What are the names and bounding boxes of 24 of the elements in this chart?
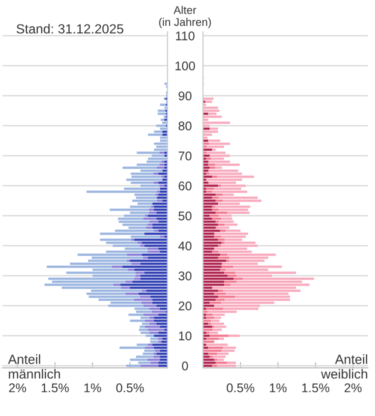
- x-tick-label: 1%: [270, 383, 287, 392]
- y-tick-label: 20: [178, 302, 192, 310]
- y-tick-label: 10: [179, 332, 192, 340]
- chart-title: Stand: 31.12.2025: [16, 24, 124, 34]
- y-axis-title: Alter (in Jahren): [159, 6, 211, 28]
- y-tick-label: 30: [178, 272, 192, 280]
- x-tick-label: 1%: [84, 383, 102, 392]
- y-tick-label: 90: [178, 92, 192, 100]
- y-tick-label: 60: [178, 182, 192, 190]
- y-tick-label: 80: [178, 122, 192, 130]
- x-axis-title: Anteil weiblich: [321, 354, 368, 379]
- y-tick-label: 50: [178, 212, 192, 220]
- x-tick-label: 1.5%: [302, 383, 330, 392]
- y-tick-label: 0: [182, 362, 188, 370]
- y-tick-label: 70: [178, 152, 192, 160]
- x-tick-label: 0.5%: [226, 383, 254, 392]
- x-tick-label: 2%: [9, 383, 26, 392]
- x-axis-title: Anteil männlich: [8, 354, 60, 379]
- x-tick-label: 0.5%: [116, 383, 144, 392]
- y-tick-label: 40: [178, 242, 192, 250]
- y-tick-label: 100: [176, 62, 195, 70]
- x-tick-label: 2%: [344, 383, 362, 392]
- x-tick-label: 1.5%: [42, 383, 69, 392]
- y-tick-label: 110: [176, 32, 194, 40]
